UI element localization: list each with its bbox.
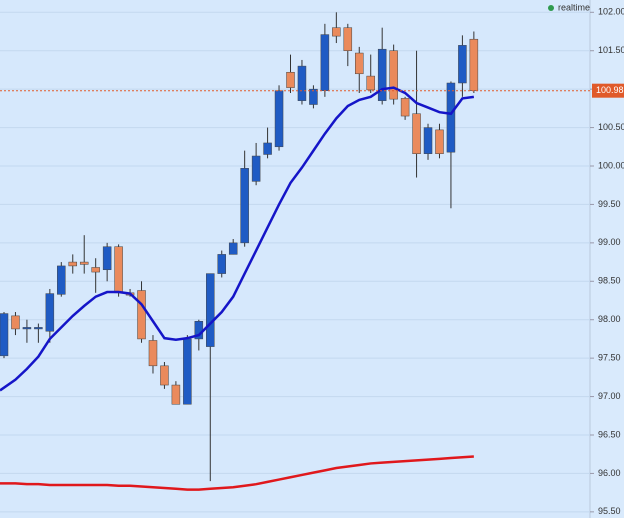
y-tick-label: 101.50 xyxy=(598,45,624,55)
y-tick-label: 96.50 xyxy=(598,429,621,439)
candle-body xyxy=(0,313,9,357)
y-tick-label: 95.50 xyxy=(598,506,621,516)
candle-body xyxy=(102,246,112,271)
y-tick-label: 98.00 xyxy=(598,314,621,324)
candle-body xyxy=(458,45,467,84)
y-tick-label: 98.50 xyxy=(598,276,621,286)
candle-body xyxy=(263,142,272,155)
status-label: realtime xyxy=(558,2,590,12)
moving-average xyxy=(0,86,475,392)
y-tick-label: 99.50 xyxy=(598,199,621,209)
y-tick-label: 97.50 xyxy=(598,353,621,363)
candle-body xyxy=(274,90,284,148)
candle-body xyxy=(366,75,375,91)
candle-body xyxy=(114,246,123,294)
candle-body xyxy=(91,267,100,273)
y-tick-label: 96.00 xyxy=(598,468,621,478)
candle-body xyxy=(11,315,20,330)
y-tick-label: 102.00 xyxy=(598,7,624,17)
candle-body xyxy=(217,254,226,274)
candle-body xyxy=(228,242,238,255)
candle-body xyxy=(34,327,43,330)
candle-body xyxy=(297,65,307,101)
status-dot xyxy=(548,5,554,11)
candle-body xyxy=(446,82,456,153)
candle-body xyxy=(183,338,192,405)
moving-average xyxy=(0,455,474,491)
candle-body xyxy=(240,168,249,244)
candle-body xyxy=(286,71,295,88)
candle-body xyxy=(57,265,66,295)
candle-body xyxy=(423,127,433,154)
candle-body xyxy=(435,129,444,154)
plot-area xyxy=(0,0,590,518)
candle-body xyxy=(377,48,387,101)
candle-body xyxy=(22,327,32,330)
candle-body xyxy=(412,113,421,154)
candle-body xyxy=(137,290,146,340)
candle-body xyxy=(148,340,158,367)
candle-body xyxy=(343,27,353,51)
candle-body xyxy=(309,88,318,105)
candle-body xyxy=(251,155,261,182)
y-tick-label: 100.50 xyxy=(598,122,624,132)
y-tick-label: 97.00 xyxy=(598,391,621,401)
y-tick-label: 100.00 xyxy=(598,160,624,170)
candle-body xyxy=(469,38,479,91)
y-tick-label: 99.00 xyxy=(598,237,621,247)
current-price-box xyxy=(592,83,624,98)
candle-body xyxy=(45,293,55,332)
candle-body xyxy=(332,27,341,37)
candle-body xyxy=(400,98,410,117)
candle-body xyxy=(355,52,364,75)
candle-body xyxy=(320,34,330,91)
candle-body xyxy=(171,384,181,405)
candle-body xyxy=(389,50,398,100)
candle-body xyxy=(79,261,89,265)
candle-body xyxy=(206,273,215,347)
candle-body xyxy=(68,261,78,267)
candle-body xyxy=(160,365,169,386)
current-price-label: 100.98 xyxy=(596,85,624,95)
